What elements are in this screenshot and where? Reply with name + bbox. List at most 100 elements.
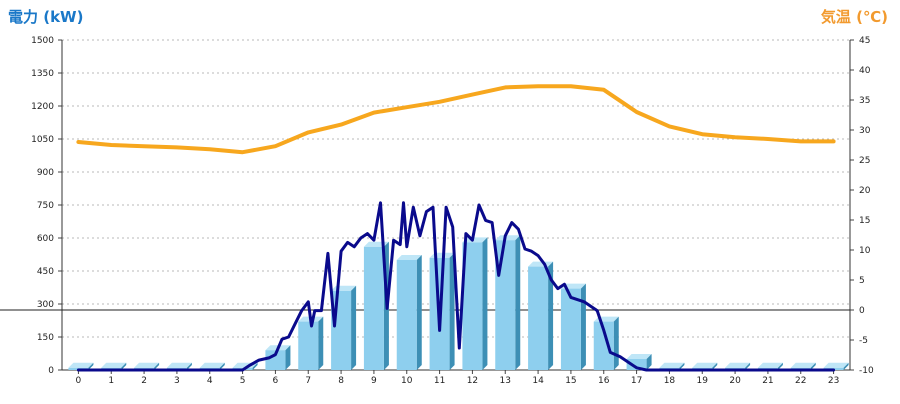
x-tick-label: 10 xyxy=(401,376,413,386)
x-tick-label: 18 xyxy=(664,376,676,386)
x-tick-label: 15 xyxy=(565,376,576,386)
bar-front xyxy=(495,240,516,370)
left-tick-label: 0 xyxy=(48,366,54,376)
bar-side xyxy=(712,362,718,370)
bar-top xyxy=(659,362,685,368)
right-tick-label: 20 xyxy=(859,186,871,196)
x-tick-label: 3 xyxy=(174,376,180,386)
left-tick-label: 750 xyxy=(37,201,54,211)
x-tick-label: 8 xyxy=(338,376,344,386)
bar-top xyxy=(725,362,751,368)
bar-top xyxy=(790,362,816,368)
bar xyxy=(626,354,652,370)
bar-side xyxy=(351,285,357,370)
bar-side xyxy=(285,345,291,370)
x-tick-label: 11 xyxy=(434,376,445,386)
bar-top xyxy=(823,362,849,368)
left-tick-label: 300 xyxy=(37,300,54,310)
bar-front xyxy=(528,266,549,370)
bar-front xyxy=(560,288,581,370)
bar-side xyxy=(416,255,422,370)
temperature-line xyxy=(76,84,836,155)
bar xyxy=(265,345,291,370)
bar-side xyxy=(318,316,324,370)
bar-top xyxy=(68,362,94,368)
right-tick-label: 5 xyxy=(859,276,865,286)
x-tick-label: 21 xyxy=(762,376,773,386)
bar-front xyxy=(593,321,614,370)
right-tick-label: -5 xyxy=(859,336,868,346)
x-tick-label: 12 xyxy=(467,376,478,386)
x-tick-label: 9 xyxy=(371,376,377,386)
bar-side xyxy=(154,362,160,370)
x-tick-label: 0 xyxy=(76,376,82,386)
left-tick-label: 450 xyxy=(37,267,54,277)
bar-top xyxy=(626,354,652,359)
left-tick-label: 1350 xyxy=(31,69,54,79)
x-tick-label: 20 xyxy=(729,376,741,386)
x-tick-label: 4 xyxy=(207,376,213,386)
bar xyxy=(462,237,488,370)
x-tick-label: 23 xyxy=(828,376,839,386)
bar-side xyxy=(515,235,521,370)
bar-side xyxy=(252,362,258,370)
x-tick-label: 22 xyxy=(795,376,806,386)
left-tick-label: 1200 xyxy=(31,102,54,112)
bar-front xyxy=(331,290,352,370)
x-tick-label: 5 xyxy=(240,376,246,386)
bar-side xyxy=(580,283,586,370)
bar-top xyxy=(495,235,521,241)
right-tick-label: 40 xyxy=(859,66,871,76)
right-axis-title: 気温 (℃) xyxy=(820,8,888,26)
bar-top xyxy=(528,261,554,267)
bar-side xyxy=(186,362,192,370)
power-line xyxy=(76,201,836,372)
bar-top xyxy=(462,237,488,243)
x-tick-label: 17 xyxy=(631,376,642,386)
bar-top xyxy=(166,362,192,368)
x-tick-label: 14 xyxy=(532,376,544,386)
x-tick-label: 6 xyxy=(273,376,279,386)
bar-side xyxy=(548,261,554,370)
bar-side xyxy=(121,362,127,370)
bar-front xyxy=(363,246,384,370)
x-tick-label: 2 xyxy=(141,376,147,386)
bar-front xyxy=(462,242,483,370)
left-axis-title: 電力 (kW) xyxy=(8,8,84,26)
bar xyxy=(560,283,586,370)
right-tick-label: 10 xyxy=(859,246,871,256)
left-tick-label: 1500 xyxy=(31,36,54,46)
right-tick-label: 45 xyxy=(859,36,870,46)
bar-front xyxy=(626,359,647,370)
bar-side xyxy=(613,316,619,370)
bar-side xyxy=(88,362,94,370)
x-tick-label: 7 xyxy=(305,376,311,386)
left-tick-label: 1050 xyxy=(31,135,54,145)
bar-top xyxy=(199,362,225,368)
right-tick-label: 15 xyxy=(859,216,870,226)
bar-front xyxy=(298,321,319,370)
bar-side xyxy=(745,362,751,370)
right-tick-label: 25 xyxy=(859,156,870,166)
bar-top xyxy=(757,362,783,368)
bar xyxy=(331,285,357,370)
left-tick-label: 900 xyxy=(37,168,54,178)
bar-front xyxy=(265,350,286,370)
bar xyxy=(298,316,324,370)
bar-top xyxy=(396,255,422,260)
bar-top xyxy=(101,362,127,368)
x-tick-label: 16 xyxy=(598,376,610,386)
bar-side xyxy=(679,362,685,370)
right-tick-label: 35 xyxy=(859,96,870,106)
bar xyxy=(495,235,521,370)
x-tick-label: 13 xyxy=(500,376,511,386)
bar-top xyxy=(134,362,160,368)
bar xyxy=(396,255,422,370)
left-tick-label: 150 xyxy=(37,333,54,343)
bar-side xyxy=(777,362,783,370)
right-tick-label: 0 xyxy=(859,306,865,316)
bar-top xyxy=(692,362,718,368)
bar-side xyxy=(449,252,455,370)
